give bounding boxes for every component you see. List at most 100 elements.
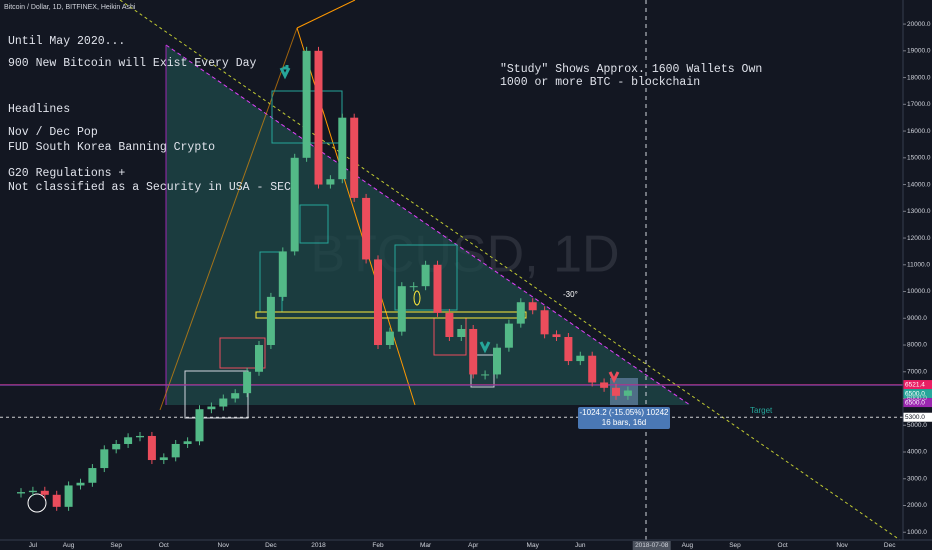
x-tick-label: Feb xyxy=(372,542,384,549)
x-tick-label: Oct xyxy=(159,542,169,549)
candle xyxy=(516,302,525,324)
fan-line xyxy=(159,27,298,411)
candle xyxy=(40,490,49,495)
annotation: "Study" Shows Approx. 1600 Wallets Own xyxy=(500,63,762,76)
candle xyxy=(469,328,478,375)
x-tick-label: May xyxy=(527,542,540,549)
candle xyxy=(28,490,37,493)
x-tick-label: Nov xyxy=(218,542,230,549)
y-tick-label: 6000.0 xyxy=(907,395,927,402)
x-tick-label: Oct xyxy=(778,542,788,549)
candle xyxy=(493,347,501,375)
x-tick-label: Sep xyxy=(110,542,122,549)
annotation: Nov / Dec Pop xyxy=(8,126,98,139)
y-tick-label: 15000.0 xyxy=(907,155,931,162)
candle xyxy=(278,251,287,297)
candle xyxy=(540,310,549,335)
price-tag-label: 6500.0 xyxy=(905,399,925,406)
y-tick-label: 13000.0 xyxy=(907,208,931,215)
candle xyxy=(552,334,561,337)
y-tick-label: 9000.0 xyxy=(907,315,927,322)
candle xyxy=(136,435,144,438)
price-lines: 6521.4 6500.0 6500.0 5300.0 xyxy=(0,380,932,422)
candle xyxy=(433,264,442,313)
measure-text: -1024.2 (-15.05%) 10242 xyxy=(580,408,670,417)
x-tick-label: Aug xyxy=(63,542,75,549)
price-tag xyxy=(903,412,932,422)
candle xyxy=(576,355,585,362)
x-tick-label: Sep xyxy=(729,542,741,549)
candle xyxy=(362,197,371,260)
x-tick-label: 2018 xyxy=(311,542,326,549)
x-tick-label: Jul xyxy=(29,542,38,549)
candle xyxy=(409,286,418,288)
candle xyxy=(88,468,97,483)
candle xyxy=(314,50,323,185)
candle xyxy=(588,355,597,383)
annotations: Until May 2020... 900 New Bitcoin will E… xyxy=(8,35,762,194)
y-tick-label: 18000.0 xyxy=(907,74,931,81)
y-tick-label: 20000.0 xyxy=(907,21,931,28)
candle xyxy=(231,393,240,399)
candle xyxy=(195,409,204,442)
candle xyxy=(338,117,347,180)
annotation: FUD South Korea Banning Crypto xyxy=(8,141,215,154)
candle xyxy=(326,179,335,185)
price-tag xyxy=(903,380,932,390)
candle xyxy=(255,345,263,372)
target-label: Target xyxy=(750,406,773,415)
candle xyxy=(385,331,394,346)
y-tick-label: 16000.0 xyxy=(907,128,931,135)
candle xyxy=(623,390,632,396)
y-tick-label: 11000.0 xyxy=(907,262,930,269)
x-tick-label: Dec xyxy=(265,542,277,549)
x-tick-label: Dec xyxy=(884,542,896,549)
candle xyxy=(600,382,609,388)
y-tick-label: 7000.0 xyxy=(907,368,927,375)
x-tick-label: Jun xyxy=(575,542,586,549)
candle xyxy=(112,443,121,450)
arrow-down xyxy=(608,371,620,384)
y-tick-label: 2000.0 xyxy=(907,502,927,509)
annotation: G20 Regulations + xyxy=(8,167,125,180)
candle xyxy=(290,157,299,252)
annotation: 900 New Bitcoin will Exist Every Day xyxy=(8,57,257,70)
candles xyxy=(17,46,632,511)
x-tick-label: Mar xyxy=(420,542,432,549)
diagonal xyxy=(119,0,901,541)
y-tick-label: 10000.0 xyxy=(907,288,931,295)
candle xyxy=(243,371,252,394)
candle xyxy=(219,398,228,407)
annotation: Headlines xyxy=(8,103,70,116)
arrow-down xyxy=(479,341,491,354)
price-tag-label: 6521.4 xyxy=(905,381,925,388)
candle xyxy=(564,336,573,362)
annotation: Not classified as a Security in USA - SE… xyxy=(8,181,291,194)
candle xyxy=(76,482,85,486)
candle xyxy=(481,374,490,376)
candle xyxy=(612,387,620,396)
candle xyxy=(397,286,406,332)
y-tick-label: 12000.0 xyxy=(907,235,931,242)
candle xyxy=(64,485,73,507)
x-label-box xyxy=(632,541,671,550)
x-tick-label: Aug xyxy=(682,542,694,549)
y-tick-label: 3000.0 xyxy=(907,475,927,482)
y-tick-label: 5000.0 xyxy=(907,422,927,429)
y-tick-label: 8000.0 xyxy=(907,342,927,349)
candle xyxy=(504,323,513,348)
candle xyxy=(183,441,192,444)
candle xyxy=(302,50,311,158)
price-tag-label: 6500.0 xyxy=(905,390,925,397)
candle xyxy=(147,435,156,461)
angle-label: -30° xyxy=(563,290,578,299)
candle xyxy=(528,302,537,311)
candle xyxy=(171,443,180,458)
annotation: 1000 or more BTC - blockchain xyxy=(500,76,700,89)
candle xyxy=(445,312,454,337)
price-tag-label: 5300.0 xyxy=(905,414,925,421)
candle xyxy=(100,449,109,469)
measure-box xyxy=(578,407,670,429)
price-tag xyxy=(903,398,932,408)
